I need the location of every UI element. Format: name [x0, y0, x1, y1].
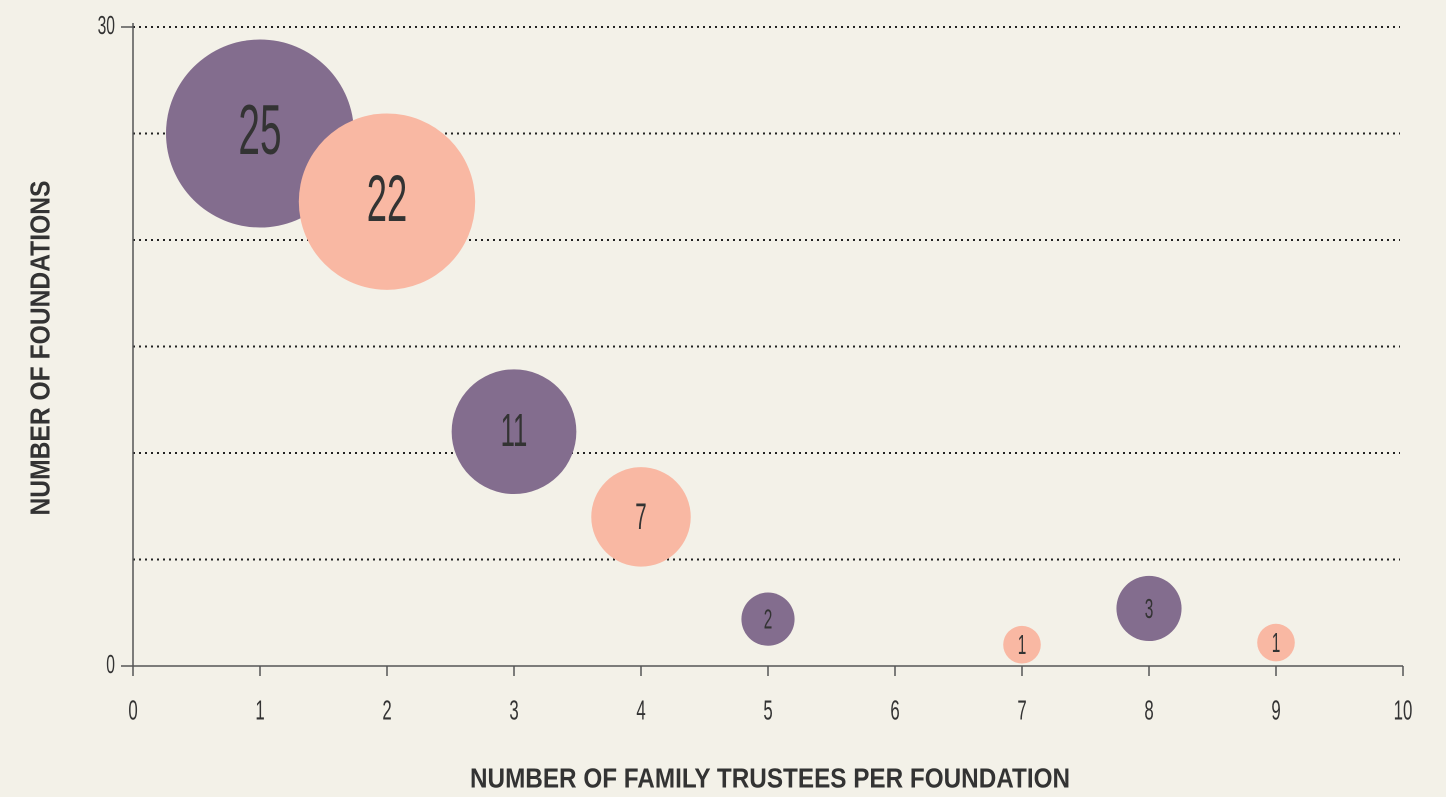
bubble-label: 3 — [1145, 593, 1154, 624]
bubble — [591, 467, 691, 567]
bubble — [1003, 625, 1041, 664]
bubble-label: 25 — [238, 91, 281, 170]
bubble-label: 22 — [367, 163, 407, 236]
x-tick-label: 10 — [1394, 694, 1413, 726]
bubble — [1257, 623, 1295, 662]
bubble — [1116, 575, 1182, 642]
x-tick-label: 3 — [509, 694, 518, 726]
x-axis-label: NUMBER OF FAMILY TRUSTEES PER FOUNDATION — [470, 762, 1070, 793]
bubble — [741, 592, 795, 646]
x-tick-label: 4 — [636, 694, 645, 726]
x-tick-label: 1 — [255, 694, 264, 726]
x-tick-label: 5 — [763, 694, 772, 726]
x-tick-label: 6 — [890, 694, 899, 726]
bubble — [451, 369, 577, 495]
bubble-label: 2 — [764, 604, 773, 635]
y-tick-label: 0 — [106, 650, 115, 679]
x-tick-label: 8 — [1144, 694, 1153, 726]
bubble-label: 1 — [1272, 627, 1281, 658]
y-tick-label: 30 — [98, 11, 115, 40]
bubble-label: 11 — [501, 404, 528, 456]
bubble-label: 7 — [635, 497, 646, 538]
y-axis-label: NUMBER OF FOUNDATIONS — [24, 181, 55, 516]
x-tick-label: 2 — [382, 694, 391, 726]
x-tick-label: 9 — [1271, 694, 1280, 726]
bubble-label: 1 — [1018, 629, 1027, 660]
bubble — [298, 113, 476, 290]
x-tick-label: 0 — [128, 694, 137, 726]
x-tick-label: 7 — [1017, 694, 1026, 726]
